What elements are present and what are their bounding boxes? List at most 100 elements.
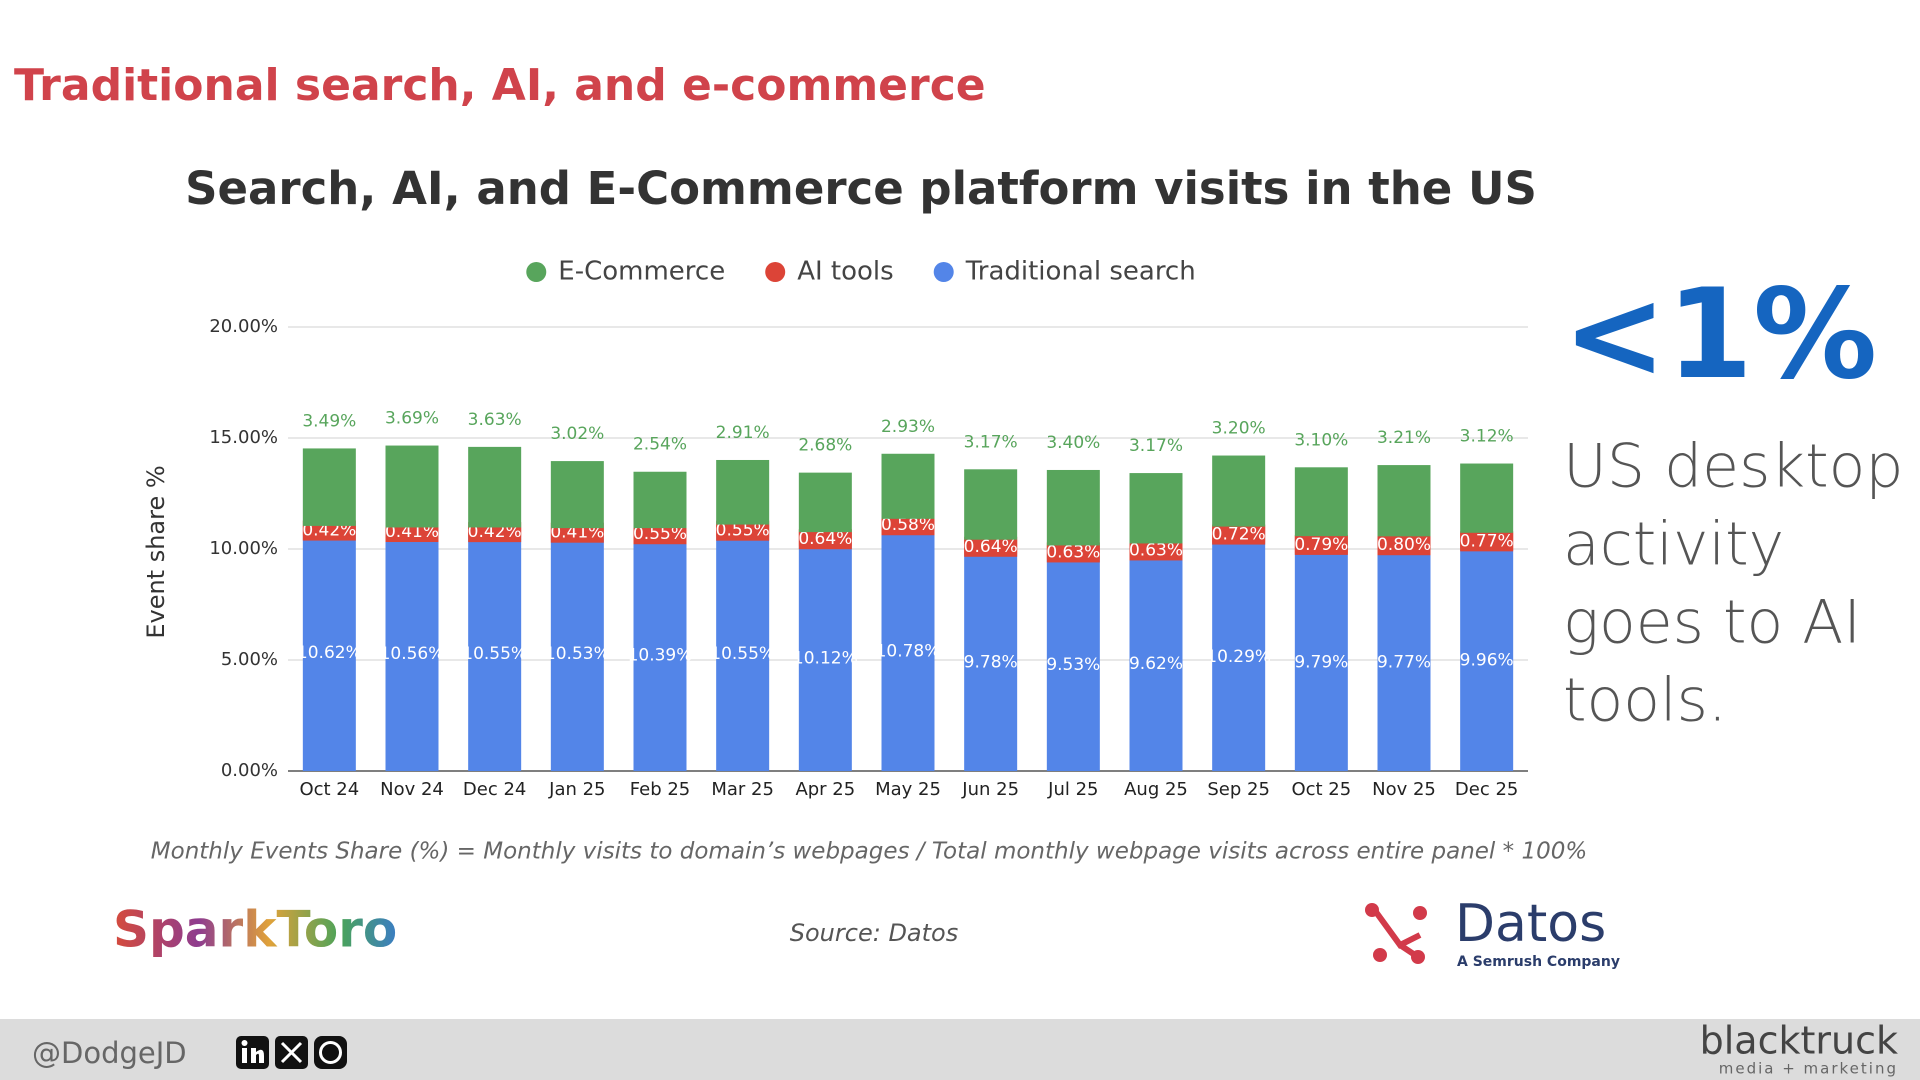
value-label: 10.78% [876,641,941,661]
statement-line: tools. [1563,666,1727,736]
value-label: 2.91% [716,423,770,443]
bar-segment [1294,467,1348,537]
y-tick-label: 10.00% [209,538,278,559]
value-label-bg [1377,535,1431,556]
value-label: 9.77% [1377,653,1431,673]
bar-segment [716,459,770,525]
y-tick-label: 20.00% [209,316,278,337]
x-tick-label: May 25 [875,779,941,800]
x-tick-label: Sep 25 [1207,779,1270,800]
slide-heading: Traditional search, AI, and e-commerce [14,60,986,111]
bar-segment [385,536,439,771]
legend-marker [526,262,547,282]
value-label: 3.10% [1294,430,1348,450]
statement-line: goes to AI [1563,588,1861,658]
bar-segment [550,537,604,771]
bar-segment [302,448,356,526]
value-label: 3.12% [1460,427,1514,447]
value-label: 9.62% [1129,654,1183,674]
value-label: 0.79% [1294,535,1348,555]
value-label-bg [1460,531,1514,552]
value-label: 2.93% [881,417,935,437]
x-tick-label: Nov 24 [380,779,444,800]
brand-tagline: media + marketing [1719,1060,1898,1078]
x-tick-label: Jan 25 [548,779,605,800]
bar-segment [1046,469,1100,546]
y-axis-title: Event share % [142,465,170,638]
bar-segment [468,446,522,528]
value-label: 0.55% [633,524,687,544]
bar-segment [1460,463,1514,533]
bar-segment [1129,557,1183,771]
value-label: 10.62% [297,643,362,663]
value-label: 0.64% [964,537,1018,557]
sparktoro-logo: SparkToro [113,901,397,959]
statement-line: activity [1563,510,1784,580]
bar-segment [1046,559,1100,771]
bar-segment [964,553,1018,771]
value-label: 10.56% [380,644,445,664]
value-label: 10.39% [628,646,693,666]
datos-tagline: A Semrush Company [1457,954,1620,970]
stat: <1% [1563,263,1877,407]
value-label-bg [1046,542,1100,563]
bar-segment [881,531,935,771]
value-label-bg [633,524,687,545]
x-tick-label: Apr 25 [795,779,855,800]
value-label-bg [881,515,935,536]
bar-segment [881,453,935,519]
value-label: 9.53% [1046,655,1100,675]
x-tick-label: Dec 24 [463,779,526,800]
legend-label: Traditional search [965,257,1196,287]
value-label: 10.55% [710,644,775,664]
bar-segment [716,536,770,771]
legend-label: E-Commerce [558,257,725,287]
y-tick-label: 0.00% [221,760,278,781]
value-label: 9.96% [1460,650,1514,670]
bar-segment [964,469,1018,540]
y-tick-label: 5.00% [221,649,278,670]
value-label: 0.63% [1129,540,1183,560]
value-label: 10.29% [1206,647,1271,667]
bar-segment [1212,455,1266,527]
value-label: 3.63% [468,410,522,430]
chart-title: Search, AI, and E-Commerce platform visi… [185,162,1537,215]
social-icons[interactable] [236,1036,347,1069]
value-label: 0.72% [1212,525,1266,545]
value-label-bg [798,529,852,550]
bar-segment [1377,465,1431,537]
value-label: 3.02% [550,424,604,444]
value-label-bg [1212,524,1266,545]
bar-segment [1460,549,1514,771]
value-label: 3.69% [385,409,439,429]
value-label: 10.12% [793,649,858,669]
statement: US desktop activity goes to AI tools. [1563,432,1903,736]
bar-segment [468,536,522,771]
brand-logo: blacktruck [1700,1019,1898,1063]
value-label: 3.40% [1046,433,1100,453]
value-label: 0.63% [1046,542,1100,562]
value-label: 10.53% [545,644,610,664]
threads-icon[interactable] [314,1036,347,1069]
value-label-bg [964,536,1018,557]
value-label-bg [716,520,770,541]
value-label: 3.49% [302,411,356,431]
x-tick-label: Nov 25 [1372,779,1436,800]
value-label: 3.17% [1129,436,1183,456]
x-tick-label: Oct 24 [299,779,359,800]
value-label: 10.55% [462,644,527,664]
statement-line: US desktop [1563,432,1903,502]
handle: @DodgeJD [32,1036,187,1070]
value-label: 3.20% [1212,419,1266,439]
value-label: 9.78% [964,652,1018,672]
value-label: 9.79% [1294,652,1348,672]
bar-segment [798,546,852,771]
value-label: 3.17% [964,432,1018,452]
bar-segment [798,472,852,533]
datos-logo: Datos [1455,894,1606,954]
value-label: 0.55% [716,521,770,541]
bar-segment [550,461,604,529]
bar-segment [385,445,439,528]
